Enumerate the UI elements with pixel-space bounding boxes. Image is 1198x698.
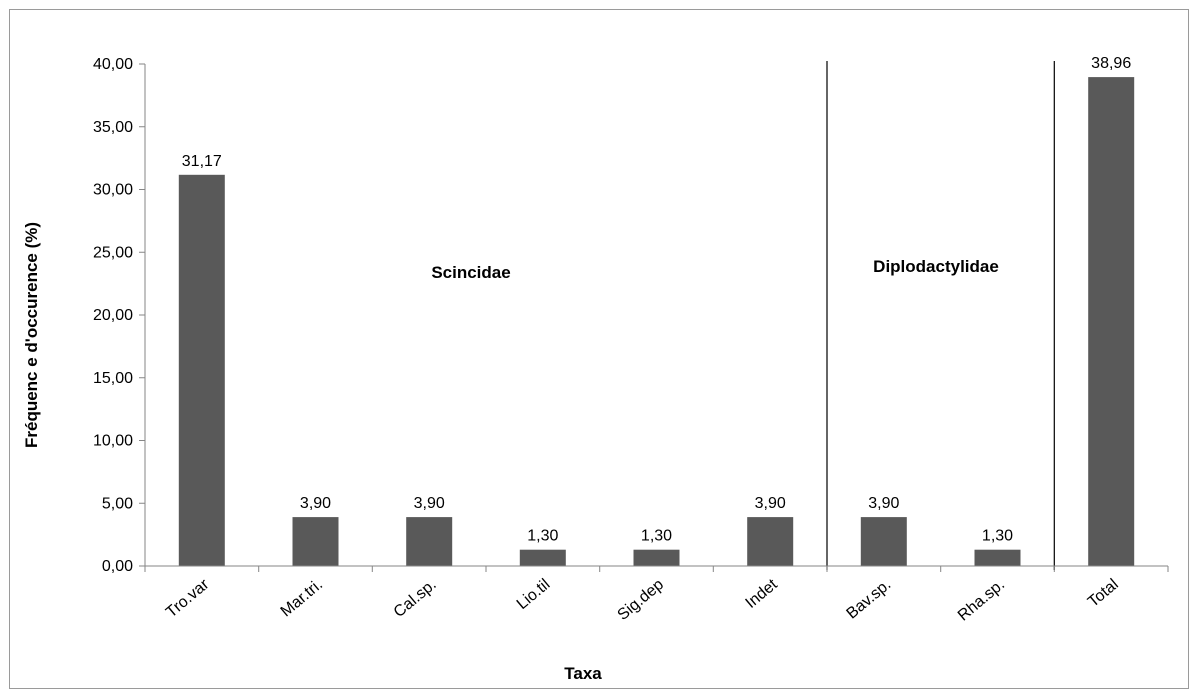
x-tick-label: Rha.sp. [955,576,1008,624]
data-label: 38,96 [1091,55,1131,72]
x-tick-label: Total [1085,576,1122,611]
x-tick-label: Mar.tri. [278,576,326,620]
group-label-scincidae: Scincidae [431,263,510,282]
data-label: 3,90 [868,495,899,512]
x-tick-label: Lio.til [514,576,554,613]
x-tick-label: Tro.var [163,576,213,622]
data-label: 1,30 [982,528,1013,545]
bar-sig-dep [633,549,680,566]
data-label: 1,30 [527,528,558,545]
y-tick-label: 10,00 [93,433,133,450]
x-tick-label: Sig.dep [615,576,668,624]
y-tick-label: 0,00 [102,558,133,575]
bar-mar-tri [292,517,339,566]
y-tick-label: 15,00 [93,370,133,387]
y-tick-label: 5,00 [102,495,133,512]
bar-tro-var [178,174,225,567]
bar-bav-sp [860,517,907,566]
bar-indet [747,517,794,566]
data-label: 1,30 [641,528,672,545]
bar-cal-sp [406,517,453,566]
data-label: 3,90 [755,495,786,512]
data-label: 31,17 [182,153,222,170]
x-tick-label: Indet [743,576,782,612]
x-axis-title: Taxa [564,664,602,683]
y-tick-label: 25,00 [93,244,133,261]
bar-lio-til [519,549,566,566]
y-tick-label: 40,00 [93,56,133,73]
y-tick-label: 20,00 [93,307,133,324]
y-axis-title: Fréquenc e d'occurence (%) [22,222,41,448]
y-tick-label: 30,00 [93,182,133,199]
x-tick-label: Cal.sp. [391,576,440,621]
data-label: 3,90 [414,495,445,512]
data-label: 3,90 [300,495,331,512]
bar-total [1088,77,1135,566]
x-tick-label: Bav.sp. [843,576,894,623]
y-tick-label: 35,00 [93,119,133,136]
bar-rha-sp [974,549,1021,566]
group-label-diplodactylidae: Diplodactylidae [873,257,999,276]
